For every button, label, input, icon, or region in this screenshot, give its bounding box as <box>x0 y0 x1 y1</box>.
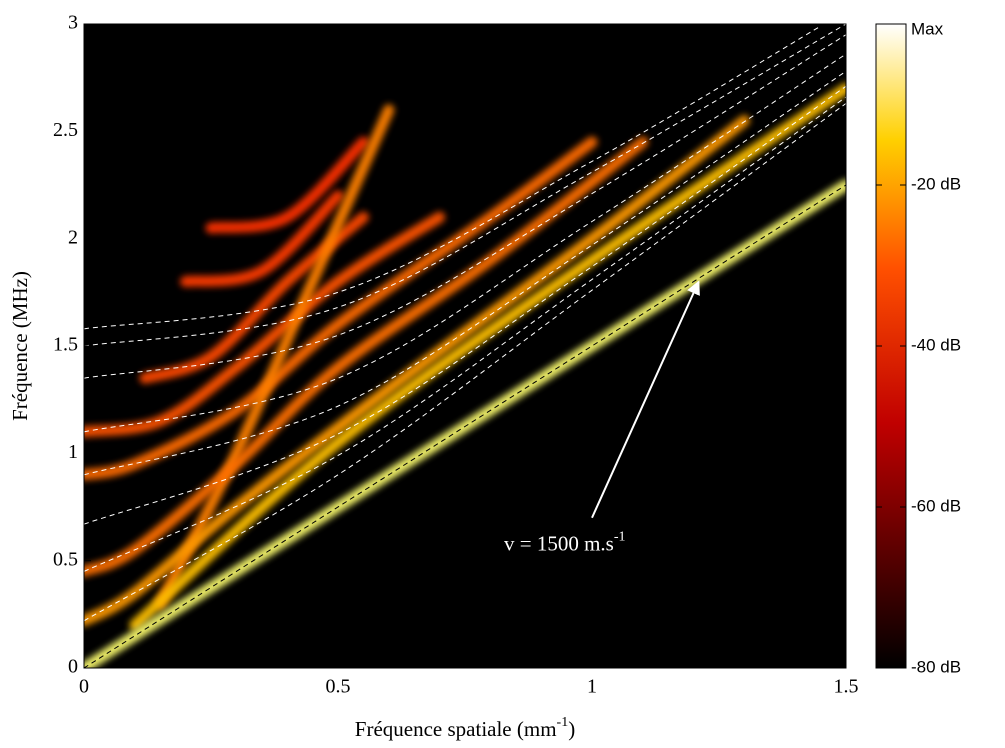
y-tick-label: 3 <box>68 12 78 34</box>
x-tick-label: 1.5 <box>834 676 859 698</box>
x-axis-label: Fréquence spatiale (mm-1) <box>355 715 575 741</box>
annotation: v = 1500 m.s-1 <box>504 530 626 556</box>
y-tick-label: 0 <box>68 656 78 678</box>
colorbar-tick-label: -60 dB <box>911 496 961 515</box>
dispersion-curve <box>84 34 846 379</box>
ridge <box>84 211 446 438</box>
dispersion-curve <box>84 24 846 347</box>
dispersion-curve <box>84 70 846 476</box>
y-tick-label: 2 <box>68 226 78 248</box>
x-axis-label-exponent: -1 <box>557 715 569 730</box>
colorbar-tick-label: Max <box>911 19 944 38</box>
x-axis-label-text: Fréquence spatiale (mm <box>355 717 557 741</box>
x-tick-label: 1 <box>587 676 597 698</box>
y-axis-label: Fréquence (MHz) <box>8 271 32 421</box>
x-axis-label-suffix: ) <box>568 717 575 741</box>
ridge <box>205 136 369 234</box>
y-tick-label: 0.5 <box>53 548 78 570</box>
ridge <box>129 82 846 631</box>
x-tick-label: 0.5 <box>326 676 351 698</box>
annotation-text: v = 1500 m.s <box>504 532 614 556</box>
colorbar-tick-label: -20 dB <box>911 174 961 193</box>
annotation-exponent: -1 <box>614 530 626 545</box>
dispersion-curve <box>84 103 846 622</box>
x-tick-label: 0 <box>79 676 89 698</box>
dispersion-curve <box>84 184 846 668</box>
ridge <box>84 115 750 627</box>
dispersion-curve <box>84 85 846 525</box>
y-tick-label: 2.5 <box>53 119 78 141</box>
y-tick-label: 1 <box>68 441 78 463</box>
plot-layer <box>84 24 846 668</box>
dispersion-curve <box>84 53 846 433</box>
colorbar-tick-label: -40 dB <box>911 335 961 354</box>
colorbar-tick-label: -80 dB <box>911 657 961 676</box>
ridge <box>84 136 649 577</box>
ridge <box>180 190 344 288</box>
dispersion-curve <box>84 96 846 572</box>
dispersion-curve <box>84 25 821 330</box>
y-tick-label: 1.5 <box>53 334 78 356</box>
ridge <box>84 136 598 481</box>
annotation-arrow <box>591 280 700 519</box>
